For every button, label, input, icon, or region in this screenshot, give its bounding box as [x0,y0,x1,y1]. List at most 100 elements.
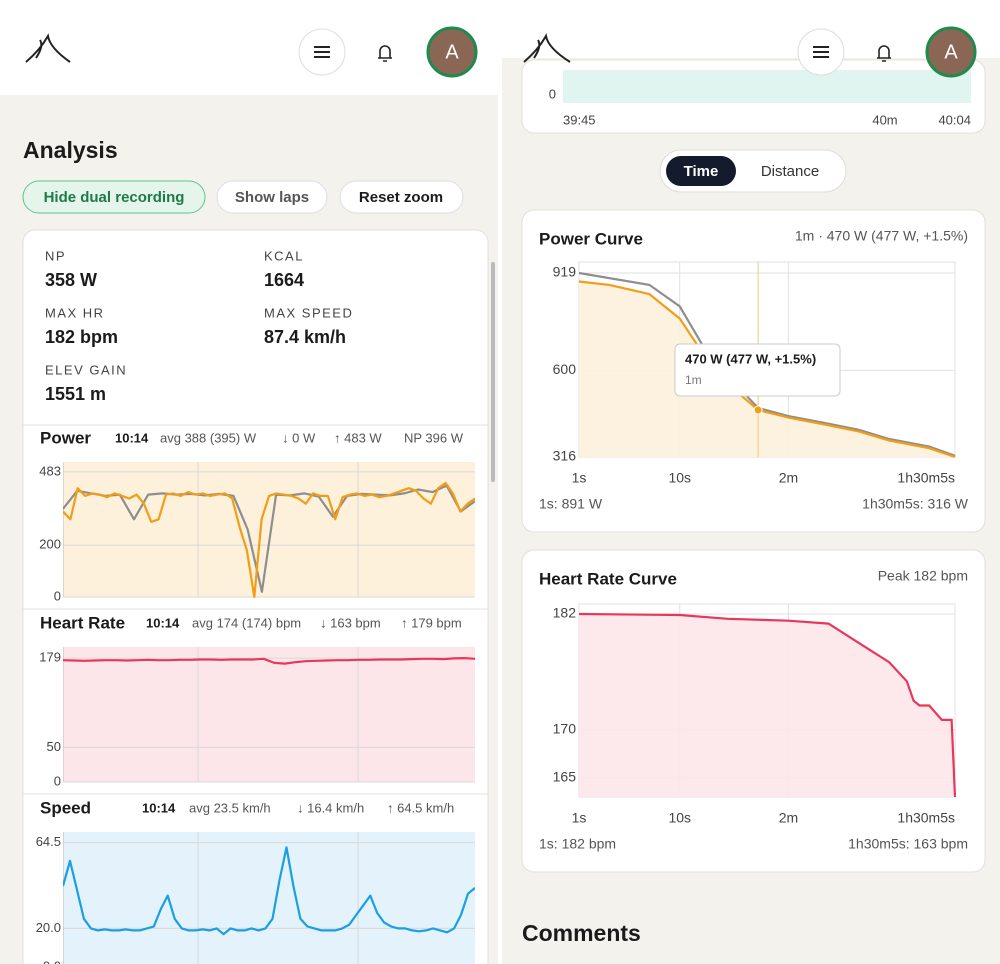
y-tick-label: 170 [553,720,577,736]
series-line [578,612,957,798]
button[interactable] [22,180,206,214]
menu-icon [813,46,829,58]
left-header: A [0,0,498,95]
chart [63,832,475,964]
chart-stat: NP 396 W [404,430,464,445]
y-tick-label: 64.5 [36,834,61,849]
x-tick-label: 1h30m5s [897,810,955,826]
divider [498,0,502,964]
chart-stat: avg 174 (174) bpm [192,615,301,630]
series-line [63,846,475,936]
toggle-option[interactable]: Distance [761,163,819,180]
y-tick-label: 20.0 [36,920,61,935]
x-tick-label: 40m [872,112,897,127]
chart [63,647,475,783]
avatar[interactable] [426,26,478,78]
toggle-option[interactable]: Time [684,163,719,180]
stat-label: KCAL [264,248,304,263]
tooltip [674,343,841,397]
section-title: Comments [522,920,641,946]
footer-left: 1s: 182 bpm [539,836,616,852]
chart-title: Power Curve [539,229,643,248]
bell-icon[interactable] [378,45,392,62]
chart [63,462,475,599]
stat-value: 182 bpm [45,327,118,347]
series-line [578,271,956,457]
chart-summary: 1m · 470 W (477 W, +1.5%) [795,228,968,244]
y-tick-label: 179 [39,650,61,665]
y-tick-label: 0 [549,86,556,101]
chart-stat: ↓ 163 bpm [320,615,381,630]
y-tick-label: 0 [54,773,61,788]
menu-icon [314,46,330,58]
scrollbar[interactable] [491,262,495,482]
y-tick-label: 919 [553,264,577,280]
stat-label: NP [45,248,66,263]
series-area [579,281,955,457]
stat-label: ELEV GAIN [45,362,127,377]
top-chart-area [563,70,971,103]
avatar[interactable] [925,26,977,78]
y-tick-label: 50 [47,739,61,754]
y-tick-label: 0.0 [43,958,61,964]
y-tick-label: 0 [54,588,61,603]
chart-stat: ↑ 64.5 km/h [387,800,454,815]
x-tick-label: 39:45 [563,112,596,127]
chart-stat: ↑ 179 bpm [401,615,462,630]
logo[interactable] [25,33,71,63]
stat-label: MAX HR [45,305,105,320]
series-line [63,484,475,593]
y-tick-label: 483 [39,463,61,478]
x-tick-label: 10s [668,810,691,826]
chart-stat: avg 23.5 km/h [189,800,271,815]
plot-bg [63,832,475,964]
x-tick-label: 40:04 [938,112,971,127]
logo[interactable] [523,33,571,63]
stat-value: 1551 m [45,384,106,404]
chart-title: Speed [40,798,91,817]
y-tick-label: 182 [553,605,577,621]
tooltip-sub: 1m [685,373,702,387]
button[interactable] [216,180,328,214]
chart-time: 10:14 [115,430,149,445]
stat-value: 87.4 km/h [264,327,346,347]
x-tick-label: 1s [572,810,587,826]
series-line [63,657,475,665]
y-tick-label: 316 [553,448,577,464]
chart-time: 10:14 [146,615,180,630]
x-tick-label: 2m [779,810,798,826]
button-label: Hide dual recording [44,189,185,206]
plot-bg [63,462,475,597]
footer-right: 1h30m5s: 316 W [862,496,969,512]
avatar-letter: A [944,41,958,63]
footer-right: 1h30m5s: 163 bpm [848,836,968,852]
x-tick-label: 2m [779,470,798,486]
chart-title: Power [40,428,91,447]
header-bg [502,0,1000,58]
chart-stat: ↓ 16.4 km/h [297,800,364,815]
button-label: Reset zoom [359,189,443,206]
button[interactable] [339,180,464,214]
header-bg [0,0,498,95]
chart-stat: avg 388 (395) W [160,430,257,445]
series-line [63,481,475,599]
bell-icon[interactable] [877,45,891,62]
avatar-letter: A [445,41,459,63]
x-tick-label: 10s [668,470,691,486]
tooltip-title: 470 W (477 W, +1.5%) [685,351,816,366]
highlight-point [753,405,763,415]
right-header: A [502,0,1000,78]
chart-summary: Peak 182 bpm [878,568,968,584]
toggle-active[interactable] [666,156,736,186]
stat-value: 358 W [45,270,97,290]
page-title: Analysis [23,137,118,163]
chart-stat: ↑ 483 W [334,430,382,445]
stat-value: 1664 [264,270,304,290]
y-tick-label: 200 [39,537,61,552]
plot-bg [63,647,475,782]
series-area [579,614,955,797]
chart-stat: ↓ 0 W [282,430,316,445]
stat-label: MAX SPEED [264,305,353,320]
